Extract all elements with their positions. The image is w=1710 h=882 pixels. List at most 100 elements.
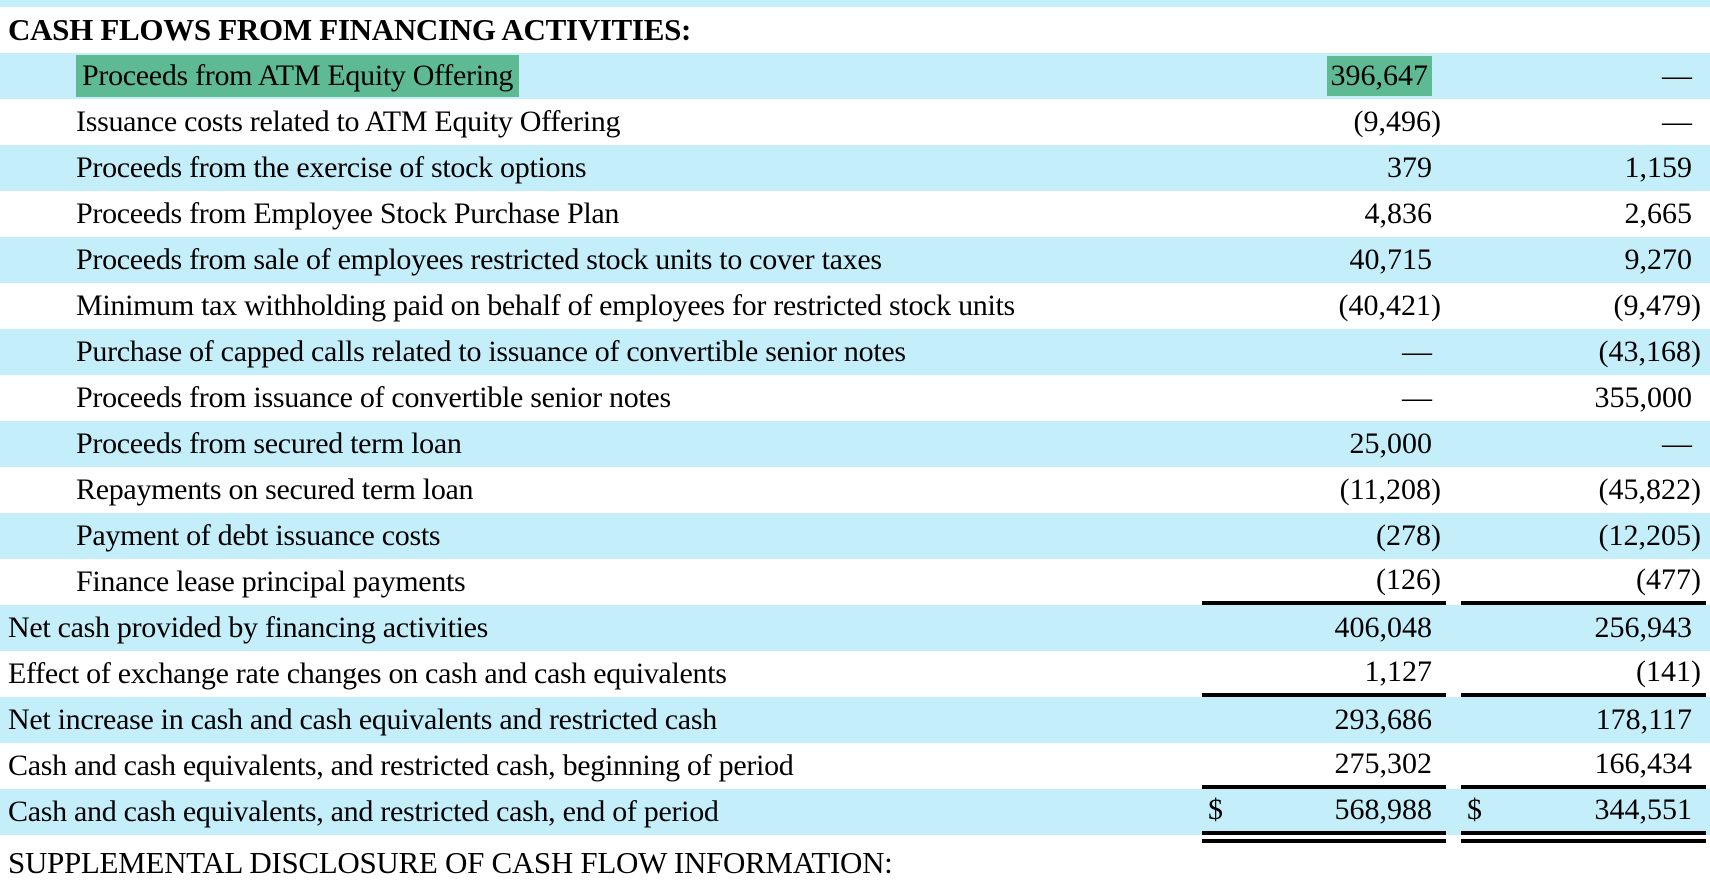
column-gap [1446,283,1461,329]
row-label-text: Net increase in cash and cash equivalent… [8,703,717,736]
amount-value: — [1402,335,1432,368]
amount-value: 166,434 [1594,747,1693,780]
amount-col2-cell: (477) [1461,559,1706,605]
right-margin [1706,513,1710,559]
column-gap [1446,237,1461,283]
section-header: CASH FLOWS FROM FINANCING ACTIVITIES: [8,12,692,47]
amount-col2-cell: 178,117 [1461,697,1706,743]
amount-col2-cell: 256,943 [1461,605,1706,651]
row-label-text: Payment of debt issuance costs [76,519,441,552]
row-label-text: Issuance costs related to ATM Equity Off… [76,105,621,138]
dollar-sign: $ [1208,793,1223,826]
amount-value: (126) [1376,563,1441,596]
row-label: Proceeds from Employee Stock Purchase Pl… [0,191,1202,237]
amount-value: (11,208) [1339,473,1441,506]
table-row: Net cash provided by financing activitie… [0,605,1710,651]
row-label-text: Cash and cash equivalents, and restricte… [8,795,719,828]
right-margin [1706,697,1710,743]
row-label: Proceeds from the exercise of stock opti… [0,145,1202,191]
row-label-text: Minimum tax withholding paid on behalf o… [76,289,1015,322]
table-row: Cash and cash equivalents, and restricte… [0,743,1710,789]
amount-value: 275,302 [1334,747,1433,780]
amount-col2-cell: 2,665 [1461,191,1706,237]
amount-value: 2,665 [1624,197,1693,230]
row-label-text: Proceeds from Employee Stock Purchase Pl… [76,197,620,230]
row-label-text: Net cash provided by financing activitie… [8,611,489,644]
amount-col2-cell: — [1461,53,1706,99]
row-label: Payment of debt issuance costs [0,513,1202,559]
amount-col2-cell: 166,434 [1461,743,1706,789]
amount-col1-cell: — [1202,329,1446,375]
amount-value: 256,943 [1594,611,1693,644]
table-row: Finance lease principal payments (126) (47… [0,559,1710,605]
amount-value: (141) [1636,655,1701,688]
amount-value: 379 [1387,151,1432,184]
amount-value: — [1662,105,1692,138]
amount-col2-cell: (9,479) [1461,283,1706,329]
amount-value: (9,496) [1353,105,1441,138]
row-label-text: Proceeds from issuance of convertible se… [76,381,671,414]
table-row: Purchase of capped calls related to issu… [0,329,1710,375]
search-highlight: 396,647 [1326,56,1432,96]
row-label: Cash and cash equivalents, and restricte… [0,789,1202,835]
amount-value: 4,836 [1364,197,1433,230]
row-label-text: Proceeds from sale of employees restrict… [76,243,882,276]
amount-col2-cell: 355,000 [1461,375,1706,421]
amount-value: (477) [1636,563,1701,596]
amount-col1-cell: 396,647 [1202,53,1446,99]
right-margin [1706,283,1710,329]
amount-value: 40,715 [1349,243,1433,276]
row-label: Proceeds from issuance of convertible se… [0,375,1202,421]
amount-col1-cell: $568,988 [1202,789,1446,835]
row-label-text: Repayments on secured term loan [76,473,474,506]
table-row: Payment of debt issuance costs (278) (12,2… [0,513,1710,559]
amount-value: 355,000 [1594,381,1693,414]
column-gap [1446,421,1461,467]
column-gap [1446,375,1461,421]
amount-col1-cell: 275,302 [1202,743,1446,789]
table-row: Issuance costs related to ATM Equity Off… [0,99,1710,145]
amount-value: (12,205) [1598,519,1701,552]
amount-value: 25,000 [1349,427,1433,460]
right-margin [1706,789,1710,835]
amount-value: 568,988 [1334,793,1433,826]
right-margin [1706,375,1710,421]
amount-value: 9,270 [1624,243,1693,276]
row-label-text: Cash and cash equivalents, and restricte… [8,749,794,782]
table-row: Proceeds from sale of employees restrict… [0,237,1710,283]
amount-col1-cell: 25,000 [1202,421,1446,467]
amount-value: — [1662,427,1692,460]
table-row: Cash and cash equivalents, and restricte… [0,789,1710,835]
right-margin [1706,99,1710,145]
table-row: Proceeds from secured term loan 25,000 — [0,421,1710,467]
amount-col2-cell: 1,159 [1461,145,1706,191]
table-row: Proceeds from the exercise of stock opti… [0,145,1710,191]
dollar-sign: $ [1467,793,1482,826]
row-label-text: Purchase of capped calls related to issu… [76,335,906,368]
amount-value: 1,159 [1624,151,1693,184]
amount-value: — [1662,59,1692,92]
table-row: Proceeds from ATM Equity Offering 396,647… [0,53,1710,99]
table-row: Proceeds from Employee Stock Purchase Pl… [0,191,1710,237]
right-margin [1706,53,1710,99]
right-margin [1706,467,1710,513]
row-label-text: Proceeds from the exercise of stock opti… [76,151,587,184]
row-label: Finance lease principal payments [0,559,1202,605]
table-row: Proceeds from issuance of convertible se… [0,375,1710,421]
row-label: Net increase in cash and cash equivalent… [0,697,1202,743]
row-label: Issuance costs related to ATM Equity Off… [0,99,1202,145]
amount-value: 344,551 [1594,793,1693,826]
right-margin [1706,743,1710,789]
amount-col1-cell: (9,496) [1202,99,1446,145]
row-label-text: Effect of exchange rate changes on cash … [8,657,727,690]
right-margin [1706,559,1710,605]
column-gap [1446,605,1461,651]
amount-col2-cell: 9,270 [1461,237,1706,283]
top-row-stripe [0,0,1710,7]
double-underline [0,835,1710,843]
amount-col1-cell: (11,208) [1202,467,1446,513]
footer-header: SUPPLEMENTAL DISCLOSURE OF CASH FLOW INF… [8,844,893,880]
amount-value: 178,117 [1595,703,1692,736]
right-margin [1706,237,1710,283]
